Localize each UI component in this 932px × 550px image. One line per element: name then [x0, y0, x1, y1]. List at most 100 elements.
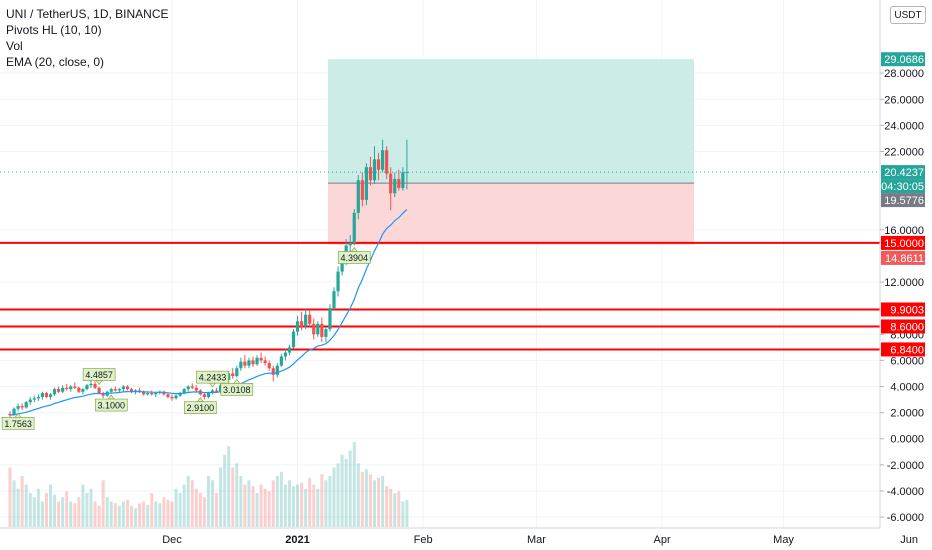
volume-bars [8, 442, 409, 527]
candle-body [348, 242, 352, 246]
price-tag-bg [881, 179, 925, 194]
candle-body [146, 393, 150, 395]
indicator-pivots[interactable]: Pivots HL (10, 10) [6, 23, 102, 37]
candle-body [65, 387, 69, 390]
horizontal-levels[interactable] [0, 241, 880, 351]
candle-body [206, 393, 211, 397]
volume-bar [389, 488, 393, 527]
candle-body [61, 387, 65, 392]
candle-body [295, 321, 300, 332]
volume-bar [166, 499, 170, 527]
candle-body [77, 387, 81, 392]
candle-body [255, 357, 259, 365]
indicator-ema[interactable]: EMA (20, close, 0) [6, 55, 105, 69]
volume-bar [61, 497, 65, 527]
symbol-title[interactable]: UNI / TetherUS, 1D, BINANCE [6, 7, 169, 21]
candle-body [304, 314, 308, 327]
volume-bar [57, 501, 61, 527]
volume-bar [40, 501, 44, 527]
y-tick-label: 2.0000 [890, 408, 924, 420]
grid-lines [0, 0, 910, 528]
volume-bar [130, 505, 133, 527]
volume-bar [219, 467, 223, 527]
price-tag-label: 6.8400 [890, 344, 924, 356]
volume-bar [255, 493, 259, 527]
price-tag-bg [881, 319, 925, 334]
price-axis[interactable]: 28.0000 26.0000 24.0000 22.0000 16.0000 12.00… [879, 0, 932, 550]
x-tick-label[interactable]: May [773, 534, 794, 546]
x-tick-label[interactable]: Apr [653, 534, 670, 546]
volume-bar [93, 501, 97, 527]
x-tick-label[interactable]: Dec [162, 534, 182, 546]
x-tick-label[interactable]: Feb [414, 534, 433, 546]
candle-body [48, 394, 53, 397]
volume-bar [401, 501, 405, 527]
candle-body [32, 398, 36, 400]
y-tick-label: -6.0000 [887, 512, 924, 524]
price-tag-bg [881, 193, 925, 208]
volume-bar [53, 494, 57, 527]
volume-bar [121, 501, 125, 527]
candle-body [381, 150, 385, 170]
volume-bar [113, 503, 117, 527]
pivot-value: 1.7563 [4, 419, 32, 429]
candle-body [93, 383, 97, 388]
pivot-value: 4.2433 [199, 373, 227, 383]
pivot-pointer [196, 397, 204, 402]
volume-bar [287, 480, 291, 527]
y-tick-label: -2.0000 [887, 460, 924, 472]
volume-bar [320, 474, 324, 527]
candle-body [247, 360, 251, 366]
candle-body [121, 386, 125, 390]
pivot-label-low: 1.7563 [1, 412, 35, 430]
volume-bar [198, 493, 202, 527]
price-tag-label: 19.5776 [884, 195, 924, 207]
volume-bar [275, 476, 279, 527]
x-tick-label[interactable]: Jun [900, 534, 918, 546]
candle-body [332, 291, 336, 309]
volume-bar [154, 501, 158, 527]
x-tick-label[interactable]: 2021 [285, 534, 309, 546]
volume-bar [405, 499, 409, 527]
candle-body [178, 393, 182, 396]
candle-body [243, 361, 247, 366]
pivot-pointer [233, 378, 241, 384]
price-tags: 29.0686 20.4237 04:30:05 19.5776 15.0000 14.8… [881, 52, 925, 357]
time-axis[interactable]: Dec 2021 Feb Mar Apr May Jun [0, 527, 918, 546]
volume-bar [397, 491, 401, 527]
volume-bar [239, 476, 243, 527]
price-tag-bg [881, 165, 925, 180]
y-tick-label: 26.0000 [884, 94, 924, 106]
candle-body [85, 385, 89, 390]
candle-body [182, 389, 186, 394]
position-zones [0, 59, 880, 245]
pivot-label-low: 3.0108 [220, 378, 254, 396]
candle-body [154, 393, 158, 395]
candle-body [405, 172, 409, 174]
price-tag: 20.4237 [881, 165, 925, 180]
price-tag: 14.8611 [881, 250, 925, 265]
volume-bar [296, 484, 300, 527]
price-tag-label: 20.4237 [884, 167, 924, 179]
volume-bar [44, 493, 48, 527]
candle-body [113, 389, 117, 391]
volume-bar [125, 499, 129, 527]
indicator-volume[interactable]: Vol [6, 39, 23, 53]
candle-body [401, 172, 405, 189]
candle-body [364, 167, 368, 200]
candle-body [162, 391, 166, 395]
volume-bar [251, 486, 255, 527]
x-tick-label[interactable]: Mar [527, 534, 546, 546]
pivot-label-low: 2.9100 [184, 397, 217, 414]
candle-body [324, 329, 328, 337]
candle-body [231, 373, 235, 377]
price-tag-bg [881, 250, 925, 265]
pivot-box [196, 370, 229, 384]
volume-bar [385, 486, 389, 527]
volume-bar [134, 508, 138, 527]
candle-body [194, 387, 198, 391]
candle-body [239, 361, 243, 369]
currency-button[interactable]: USDT [890, 6, 926, 24]
